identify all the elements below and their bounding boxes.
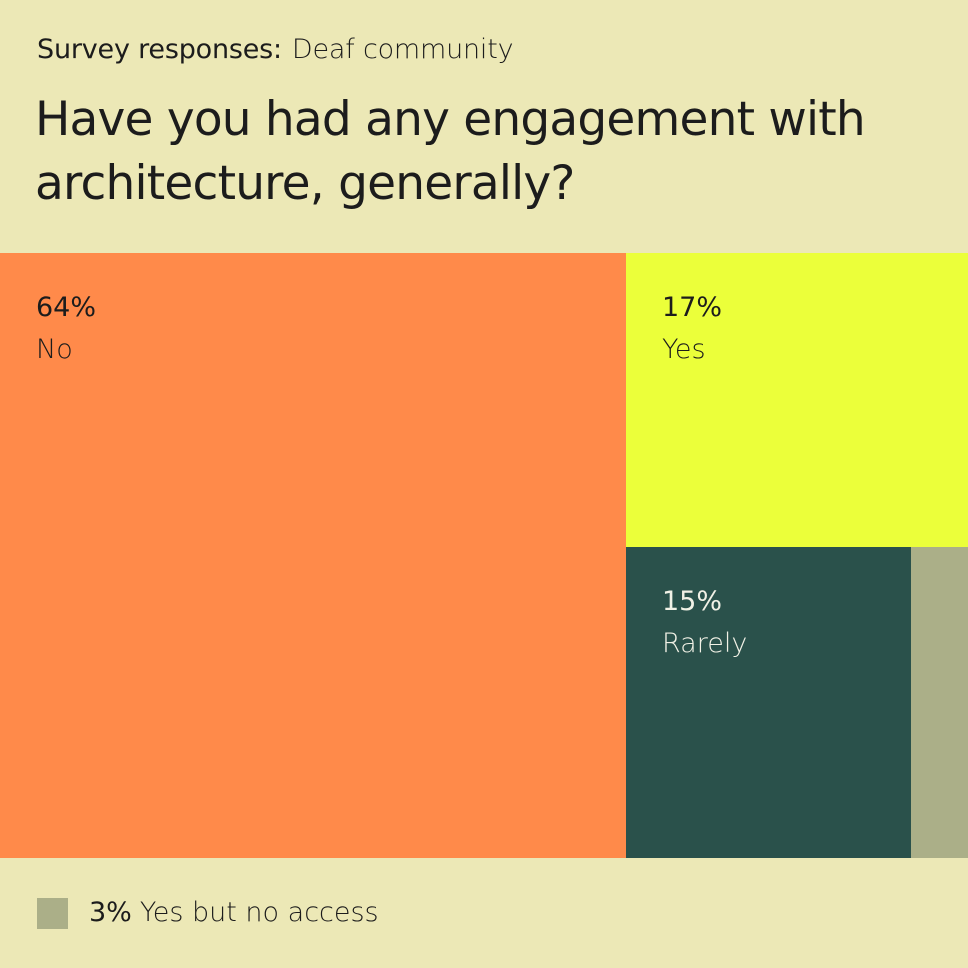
treemap: 64% No 17% Yes 15% Rarely: [0, 253, 968, 858]
subtitle-prefix: Survey responses:: [37, 34, 282, 65]
tile-yes: 17% Yes: [626, 253, 968, 547]
tile-no: 64% No: [0, 253, 626, 858]
legend: 3% Yes but no access: [0, 858, 968, 968]
chart-subtitle: Survey responses: Deaf community: [37, 32, 514, 68]
tile-label: Yes: [662, 334, 706, 365]
tile-label: Rarely: [662, 628, 748, 659]
legend-label: Yes but no access: [139, 897, 379, 928]
legend-entry: 3% Yes but no access: [89, 896, 379, 930]
tile-yes-but-no-access: [911, 547, 968, 858]
tile-percent: 17%: [662, 292, 723, 323]
chart-header: Survey responses: Deaf community Have you…: [0, 0, 968, 253]
legend-percent: 3%: [89, 897, 132, 928]
subtitle-group: Deaf community: [291, 34, 514, 65]
tile-label: No: [36, 334, 73, 365]
tile-percent: 15%: [662, 586, 723, 617]
tile-rarely: 15% Rarely: [626, 547, 911, 858]
chart-title: Have you had any engagement with archite…: [35, 92, 866, 211]
legend-swatch: [37, 898, 68, 929]
tile-percent: 64%: [36, 292, 97, 323]
